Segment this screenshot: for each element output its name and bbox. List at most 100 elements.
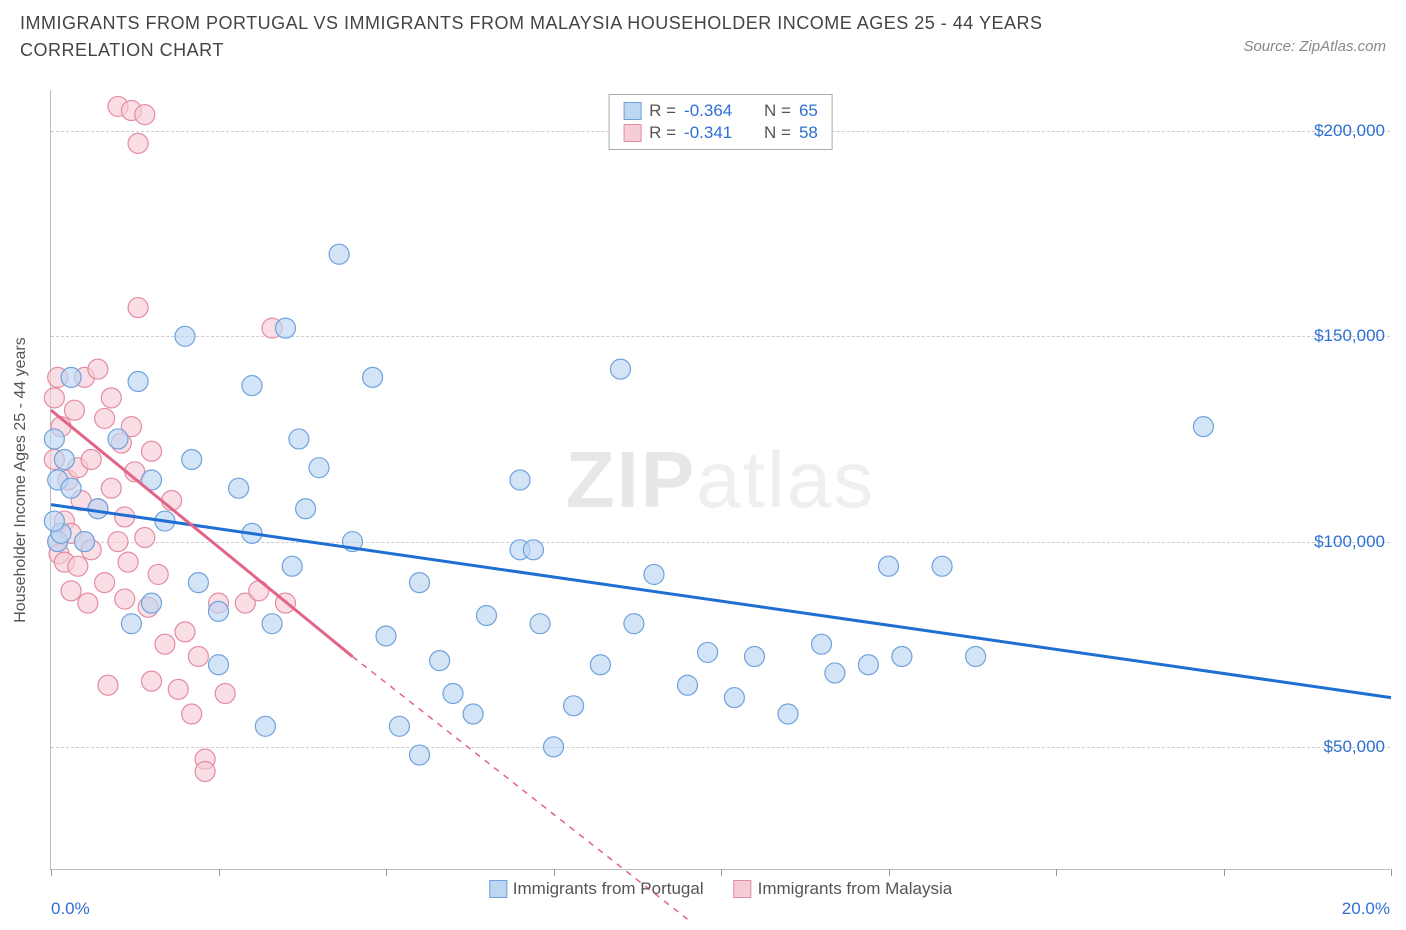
correlation-row-malaysia: R = -0.341 N = 58 bbox=[623, 123, 818, 143]
data-point bbox=[75, 532, 95, 552]
swatch-portugal-icon bbox=[623, 102, 641, 120]
data-point bbox=[296, 499, 316, 519]
legend-item-portugal: Immigrants from Portugal bbox=[489, 879, 704, 899]
data-point bbox=[624, 614, 644, 634]
data-point bbox=[175, 326, 195, 346]
correlation-legend: R = -0.364 N = 65 R = -0.341 N = 58 bbox=[608, 94, 833, 150]
data-point bbox=[530, 614, 550, 634]
data-point bbox=[778, 704, 798, 724]
data-point bbox=[812, 634, 832, 654]
data-point bbox=[215, 683, 235, 703]
x-tick bbox=[386, 869, 387, 876]
data-point bbox=[410, 573, 430, 593]
data-point bbox=[98, 675, 118, 695]
data-point bbox=[61, 581, 81, 601]
data-point bbox=[644, 564, 664, 584]
data-point bbox=[262, 614, 282, 634]
data-point bbox=[309, 458, 329, 478]
data-point bbox=[724, 688, 744, 708]
data-point bbox=[88, 499, 108, 519]
bottom-legend: Immigrants from Portugal Immigrants from… bbox=[489, 879, 952, 899]
correlation-row-portugal: R = -0.364 N = 65 bbox=[623, 101, 818, 121]
data-point bbox=[108, 429, 128, 449]
chart-plot-area: Householder Income Ages 25 - 44 years $5… bbox=[50, 90, 1390, 870]
data-point bbox=[329, 244, 349, 264]
data-point bbox=[44, 388, 64, 408]
data-point bbox=[95, 573, 115, 593]
data-point bbox=[510, 470, 530, 490]
data-point bbox=[155, 634, 175, 654]
data-point bbox=[135, 527, 155, 547]
data-point bbox=[590, 655, 610, 675]
swatch-malaysia-icon bbox=[734, 880, 752, 898]
data-point bbox=[195, 761, 215, 781]
data-point bbox=[44, 429, 64, 449]
data-point bbox=[182, 704, 202, 724]
data-point bbox=[142, 593, 162, 613]
source-attribution: Source: ZipAtlas.com bbox=[1243, 38, 1386, 55]
data-point bbox=[128, 371, 148, 391]
data-point bbox=[168, 679, 188, 699]
x-tick bbox=[1391, 869, 1392, 876]
data-point bbox=[564, 696, 584, 716]
x-tick bbox=[1224, 869, 1225, 876]
data-point bbox=[289, 429, 309, 449]
data-point bbox=[892, 647, 912, 667]
data-point bbox=[115, 589, 135, 609]
scatter-svg bbox=[51, 90, 1390, 869]
data-point bbox=[209, 655, 229, 675]
data-point bbox=[209, 601, 229, 621]
data-point bbox=[477, 605, 497, 625]
chart-title: IMMIGRANTS FROM PORTUGAL VS IMMIGRANTS F… bbox=[20, 10, 1140, 64]
data-point bbox=[61, 367, 81, 387]
data-point bbox=[858, 655, 878, 675]
swatch-malaysia-icon bbox=[623, 124, 641, 142]
data-point bbox=[376, 626, 396, 646]
data-point bbox=[142, 441, 162, 461]
data-point bbox=[188, 647, 208, 667]
data-point bbox=[523, 540, 543, 560]
data-point bbox=[276, 318, 296, 338]
data-point bbox=[282, 556, 302, 576]
data-point bbox=[463, 704, 483, 724]
data-point bbox=[78, 593, 98, 613]
data-point bbox=[95, 408, 115, 428]
data-point bbox=[1193, 417, 1213, 437]
data-point bbox=[544, 737, 564, 757]
data-point bbox=[255, 716, 275, 736]
swatch-portugal-icon bbox=[489, 880, 507, 898]
data-point bbox=[68, 556, 88, 576]
data-point bbox=[128, 298, 148, 318]
data-point bbox=[698, 642, 718, 662]
legend-item-malaysia: Immigrants from Malaysia bbox=[734, 879, 953, 899]
x-tick bbox=[1056, 869, 1057, 876]
data-point bbox=[188, 573, 208, 593]
data-point bbox=[101, 478, 121, 498]
data-point bbox=[148, 564, 168, 584]
data-point bbox=[389, 716, 409, 736]
x-tick bbox=[889, 869, 890, 876]
data-point bbox=[54, 449, 74, 469]
data-point bbox=[410, 745, 430, 765]
data-point bbox=[611, 359, 631, 379]
data-point bbox=[825, 663, 845, 683]
data-point bbox=[61, 478, 81, 498]
data-point bbox=[135, 105, 155, 125]
data-point bbox=[430, 651, 450, 671]
data-point bbox=[121, 614, 141, 634]
data-point bbox=[363, 367, 383, 387]
data-point bbox=[142, 671, 162, 691]
data-point bbox=[443, 683, 463, 703]
data-point bbox=[879, 556, 899, 576]
data-point bbox=[118, 552, 138, 572]
x-tick bbox=[721, 869, 722, 876]
data-point bbox=[88, 359, 108, 379]
data-point bbox=[678, 675, 698, 695]
data-point bbox=[101, 388, 121, 408]
data-point bbox=[81, 449, 101, 469]
data-point bbox=[128, 133, 148, 153]
data-point bbox=[966, 647, 986, 667]
x-tick bbox=[51, 869, 52, 876]
data-point bbox=[64, 400, 84, 420]
x-tick bbox=[219, 869, 220, 876]
